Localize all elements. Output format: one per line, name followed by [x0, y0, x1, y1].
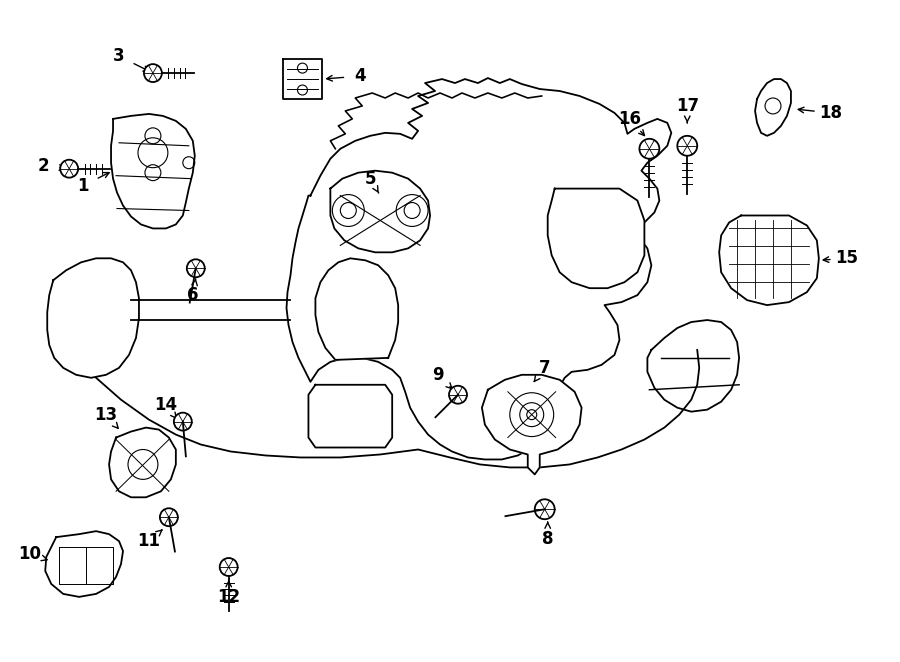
Text: 14: 14 [154, 396, 177, 414]
Text: 4: 4 [355, 67, 366, 85]
Circle shape [678, 136, 698, 156]
Polygon shape [647, 320, 739, 412]
Text: 17: 17 [676, 97, 698, 115]
Text: 16: 16 [618, 110, 641, 128]
Circle shape [144, 64, 162, 82]
Text: 9: 9 [432, 366, 444, 384]
Polygon shape [719, 216, 819, 305]
Text: 6: 6 [187, 286, 199, 304]
Polygon shape [111, 114, 194, 228]
Polygon shape [755, 79, 791, 136]
Circle shape [449, 386, 467, 404]
Circle shape [174, 412, 192, 430]
Text: 1: 1 [77, 177, 89, 195]
Circle shape [60, 160, 78, 177]
Text: 15: 15 [835, 250, 859, 267]
Text: 11: 11 [138, 532, 160, 550]
Polygon shape [47, 258, 139, 378]
Polygon shape [315, 258, 398, 360]
Text: 18: 18 [819, 104, 842, 122]
Polygon shape [109, 428, 176, 497]
Polygon shape [548, 189, 644, 288]
Polygon shape [330, 171, 430, 252]
Polygon shape [45, 531, 123, 597]
Circle shape [187, 260, 205, 277]
Polygon shape [482, 375, 581, 475]
Text: 3: 3 [113, 47, 125, 65]
Text: 13: 13 [94, 406, 118, 424]
Polygon shape [286, 78, 671, 459]
Text: 10: 10 [18, 545, 40, 563]
Polygon shape [309, 385, 392, 448]
Circle shape [160, 508, 178, 526]
Text: 12: 12 [217, 588, 240, 606]
Text: 7: 7 [539, 359, 551, 377]
Circle shape [639, 139, 660, 159]
Circle shape [535, 499, 554, 519]
Text: 8: 8 [542, 530, 554, 548]
Circle shape [220, 558, 238, 576]
Text: 2: 2 [38, 157, 50, 175]
Polygon shape [283, 59, 322, 99]
Text: 5: 5 [364, 169, 376, 187]
